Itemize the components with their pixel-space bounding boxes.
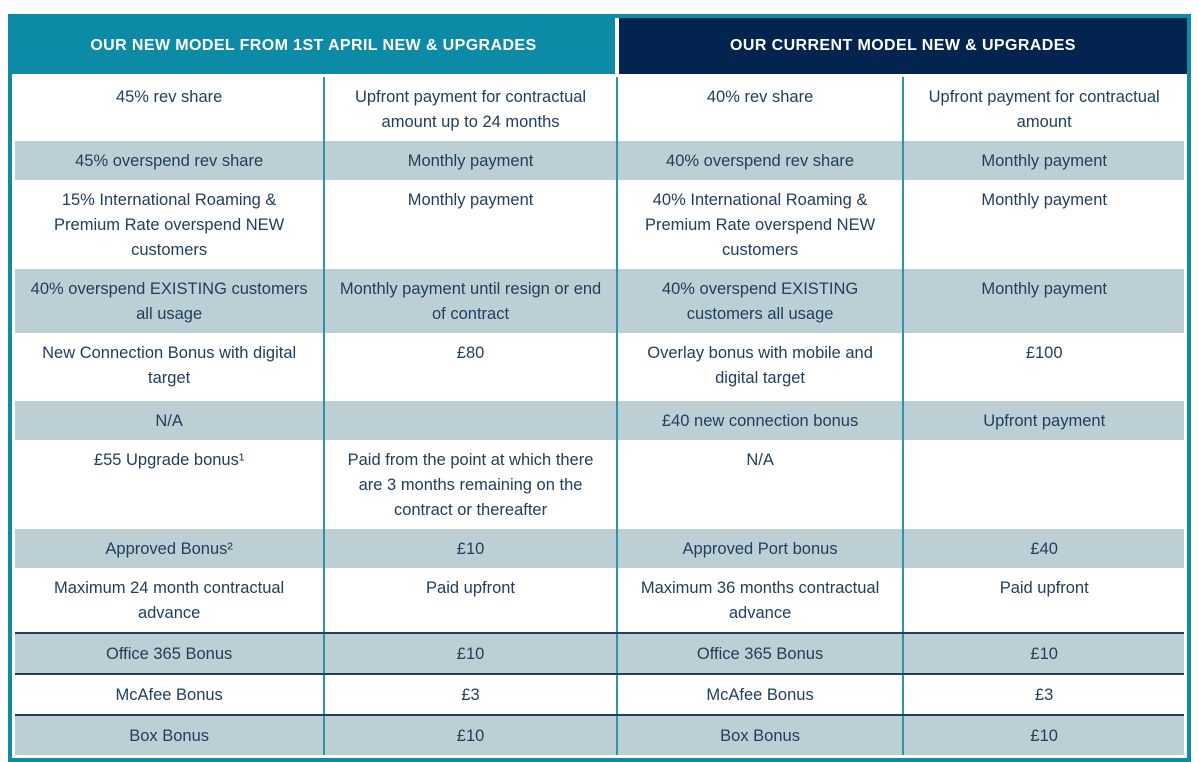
table-cell: £3 xyxy=(325,675,616,714)
table-cell: £10 xyxy=(325,716,616,755)
table-cell: £3 xyxy=(904,675,1184,714)
table-row-overspend-rev-share: 45% overspend rev share Monthly payment … xyxy=(15,141,1184,180)
table-cell: 45% overspend rev share xyxy=(15,141,324,180)
table-cell: Approved Port bonus xyxy=(617,529,903,568)
table-cell: Monthly payment xyxy=(904,141,1184,180)
header-current-model-label: OUR CURRENT MODEL NEW & UPGRADES xyxy=(730,37,1076,54)
table-cell: Paid upfront xyxy=(325,568,616,632)
table-cell: Maximum 36 months contractual advance xyxy=(617,568,903,632)
table-cell: Monthly payment xyxy=(325,141,616,180)
table-row-upgrade-bonus: £55 Upgrade bonus¹ Paid from the point a… xyxy=(15,440,1184,529)
table-cell: Maximum 24 month contractual advance xyxy=(15,568,324,632)
table-cell: Upfront payment for contractual amount xyxy=(904,77,1184,141)
table-cell: 40% overspend EXISTING customers all usa… xyxy=(15,269,324,333)
table-cell: Monthly payment xyxy=(904,269,1184,333)
table-row-connection-bonus: New Connection Bonus with digital target… xyxy=(15,333,1184,401)
table-cell: N/A xyxy=(617,440,903,529)
table-cell: Paid upfront xyxy=(904,568,1184,632)
table-cell: Upfront payment for contractual amount u… xyxy=(325,77,616,141)
comparison-table: OUR NEW MODEL FROM 1ST APRIL NEW & UPGRA… xyxy=(8,14,1191,762)
table-row-rev-share: 45% rev share Upfront payment for contra… xyxy=(15,77,1184,141)
table-cell: 40% International Roaming & Premium Rate… xyxy=(617,180,903,269)
table-cell: Approved Bonus² xyxy=(15,529,324,568)
table-cell: McAfee Bonus xyxy=(15,675,324,714)
table-cell: Monthly payment until resign or end of c… xyxy=(325,269,616,333)
table-cell: 40% overspend EXISTING customers all usa… xyxy=(617,269,903,333)
table-row-na-new-connection: N/A £40 new connection bonus Upfront pay… xyxy=(15,401,1184,440)
table-row-approved-bonus: Approved Bonus² £10 Approved Port bonus … xyxy=(15,529,1184,568)
table-cell: New Connection Bonus with digital target xyxy=(15,333,324,401)
header-new-model: OUR NEW MODEL FROM 1ST APRIL NEW & UPGRA… xyxy=(12,18,615,74)
table-cell: Office 365 Bonus xyxy=(15,634,324,673)
table-body: 45% rev share Upfront payment for contra… xyxy=(15,77,1184,755)
table-row-overspend-existing: 40% overspend EXISTING customers all usa… xyxy=(15,269,1184,333)
table-row-contractual-advance: Maximum 24 month contractual advance Pai… xyxy=(15,568,1184,632)
table-cell: McAfee Bonus xyxy=(617,675,903,714)
table-cell xyxy=(325,401,616,440)
header-divider xyxy=(15,74,1184,77)
table-cell: Box Bonus xyxy=(15,716,324,755)
table-cell: £10 xyxy=(904,716,1184,755)
header-current-model: OUR CURRENT MODEL NEW & UPGRADES xyxy=(618,18,1187,74)
table-cell: £80 xyxy=(325,333,616,401)
table-cell: £100 xyxy=(904,333,1184,401)
table-cell: Office 365 Bonus xyxy=(617,634,903,673)
table-row-international-roaming: 15% International Roaming & Premium Rate… xyxy=(15,180,1184,269)
table-cell: Monthly payment xyxy=(904,180,1184,269)
table-cell: 15% International Roaming & Premium Rate… xyxy=(15,180,324,269)
table-cell: Upfront payment xyxy=(904,401,1184,440)
table-cell: £55 Upgrade bonus¹ xyxy=(15,440,324,529)
table-cell: £10 xyxy=(325,529,616,568)
table-row-office365-bonus: Office 365 Bonus £10 Office 365 Bonus £1… xyxy=(15,632,1184,673)
table-header-row: OUR NEW MODEL FROM 1ST APRIL NEW & UPGRA… xyxy=(12,18,1187,74)
table-cell: Overlay bonus with mobile and digital ta… xyxy=(617,333,903,401)
table-row-box-bonus: Box Bonus £10 Box Bonus £10 xyxy=(15,714,1184,755)
commission-comparison-page: OUR NEW MODEL FROM 1ST APRIL NEW & UPGRA… xyxy=(0,14,1199,762)
table-cell: Box Bonus xyxy=(617,716,903,755)
table-cell: Paid from the point at which there are 3… xyxy=(325,440,616,529)
table-cell: 40% rev share xyxy=(617,77,903,141)
table-cell: £10 xyxy=(904,634,1184,673)
header-new-model-label: OUR NEW MODEL FROM 1ST APRIL NEW & UPGRA… xyxy=(90,37,537,54)
table-cell: 45% rev share xyxy=(15,77,324,141)
table-cell: N/A xyxy=(15,401,324,440)
table-cell: £40 new connection bonus xyxy=(617,401,903,440)
table-cell xyxy=(904,440,1184,529)
table-cell: £10 xyxy=(325,634,616,673)
table-cell: Monthly payment xyxy=(325,180,616,269)
table-cell: £40 xyxy=(904,529,1184,568)
table-cell: 40% overspend rev share xyxy=(617,141,903,180)
